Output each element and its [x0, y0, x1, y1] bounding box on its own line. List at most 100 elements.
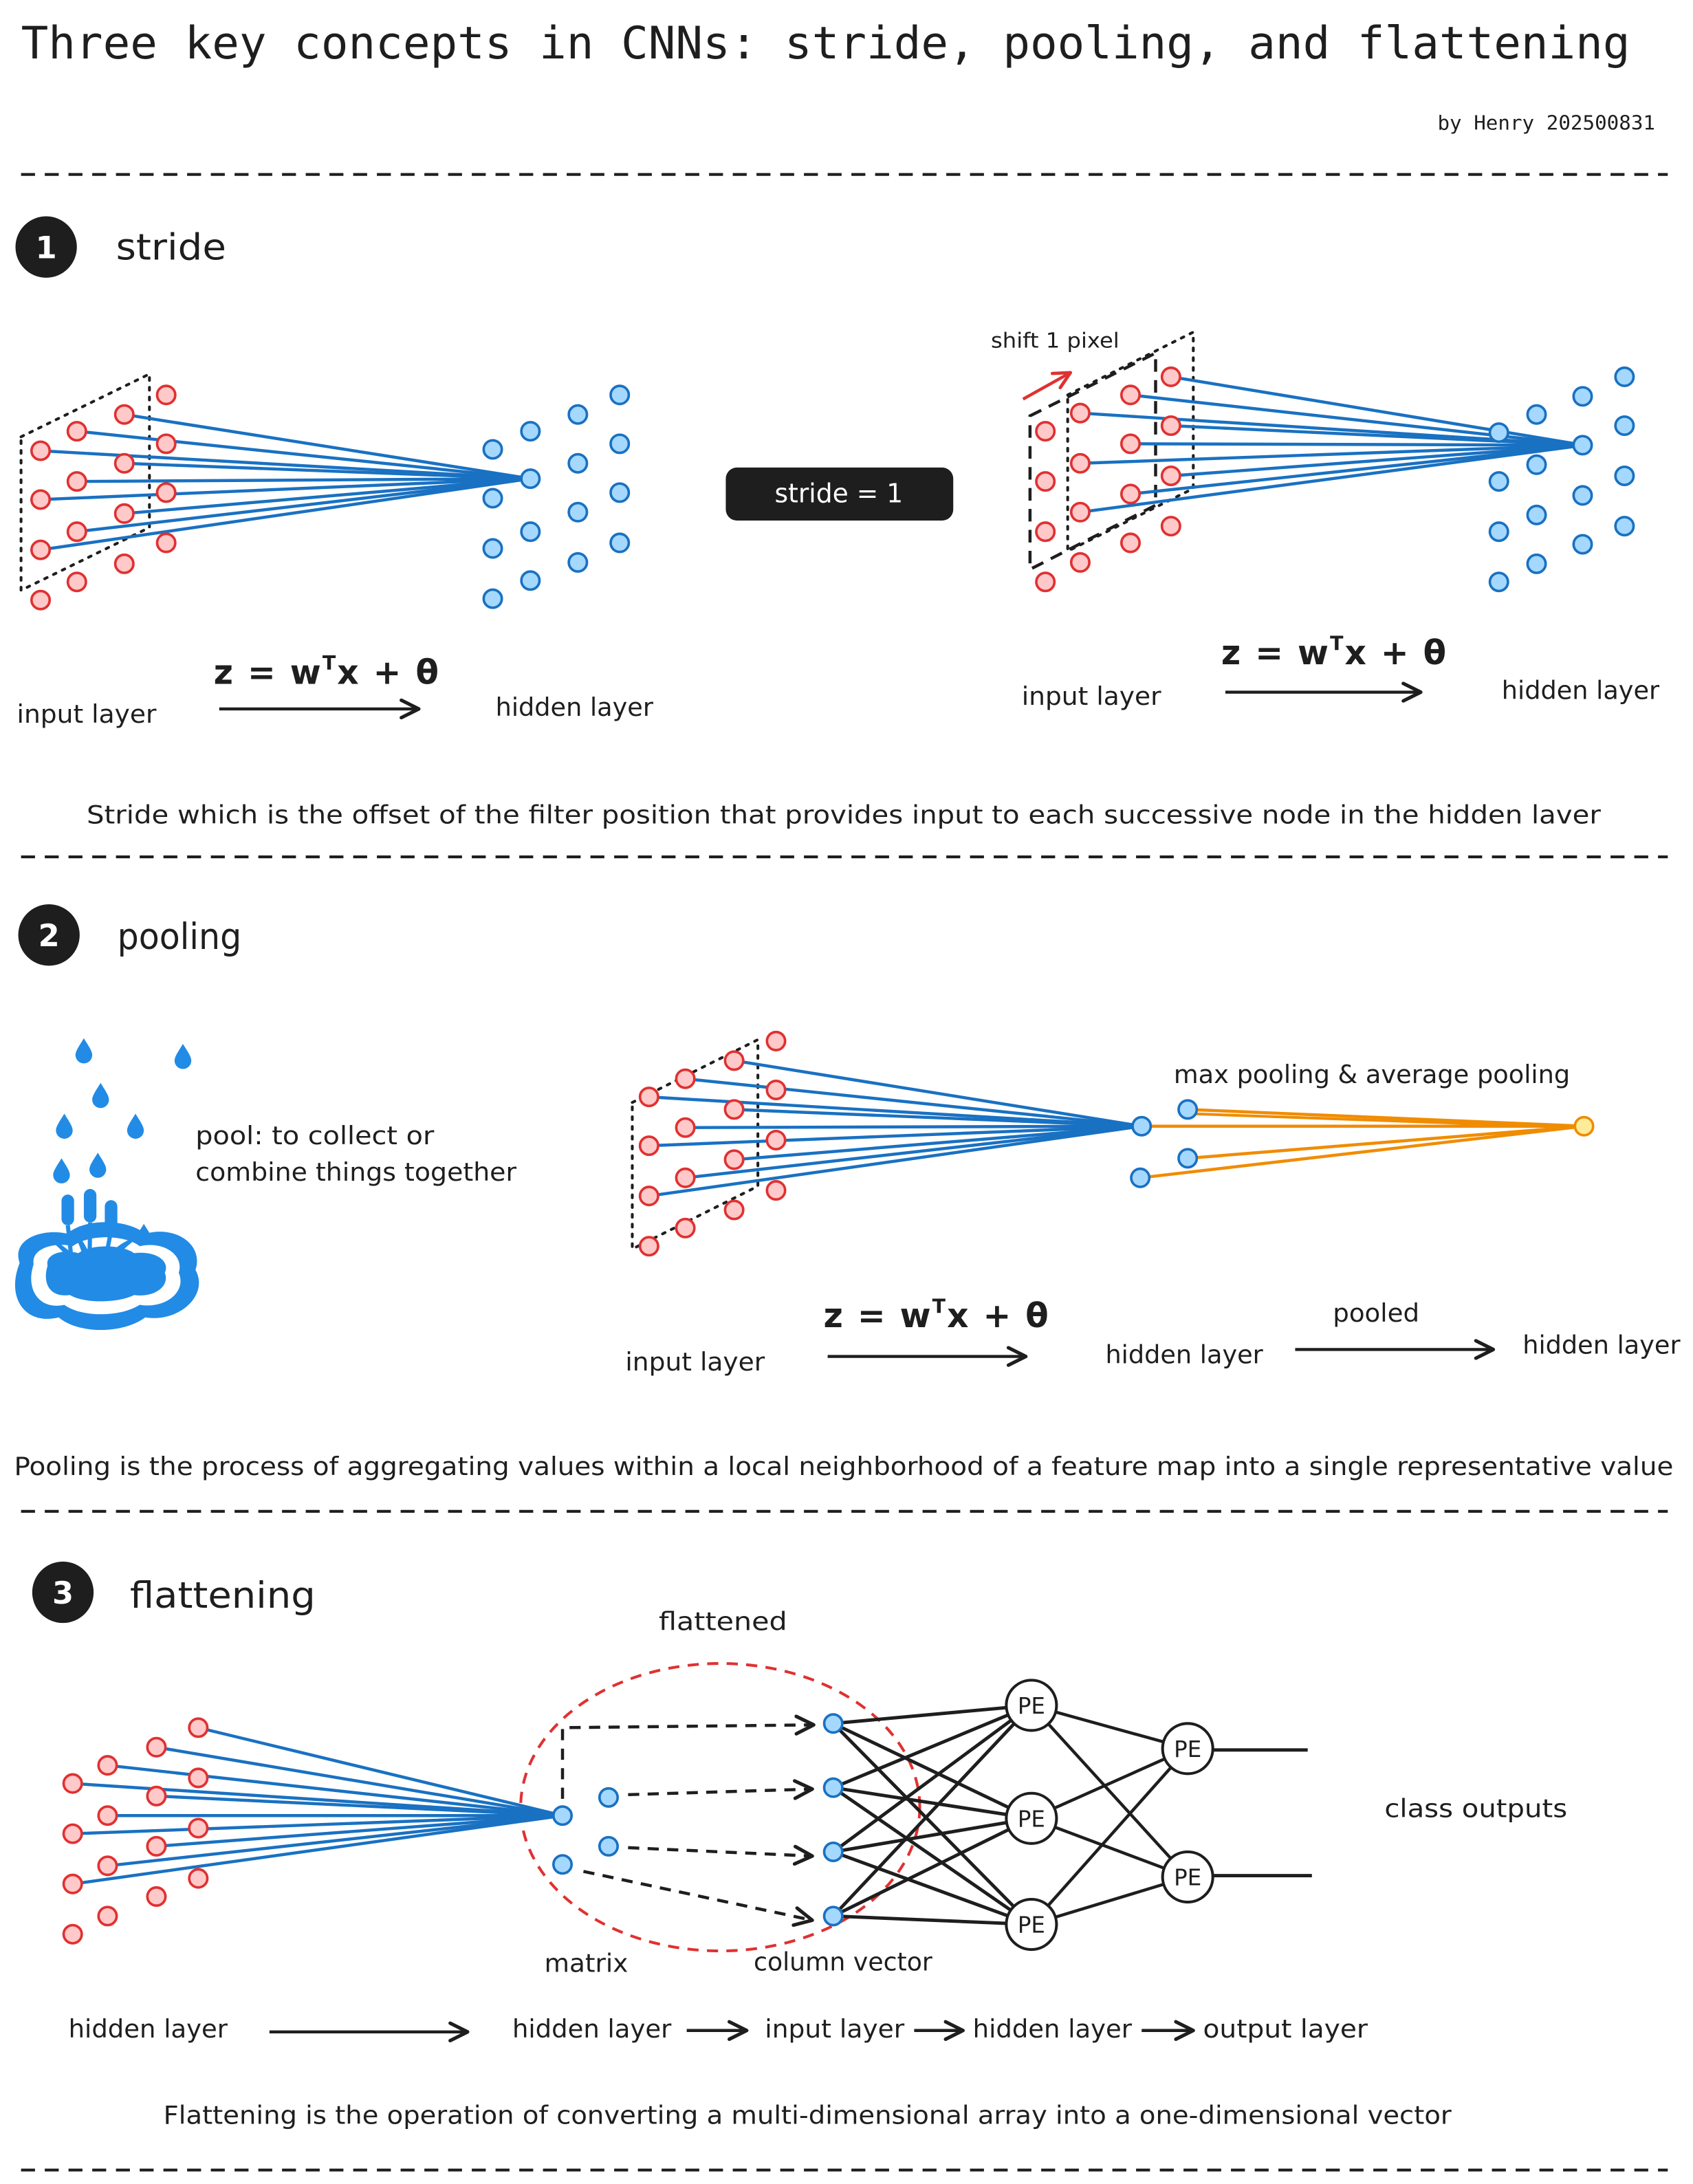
stride-left-nodes	[30, 384, 631, 611]
input-node	[723, 1199, 745, 1221]
dense-connection-line	[833, 1786, 1032, 1820]
equation-rhs: x + θ	[947, 1297, 1050, 1335]
flow-step-label: hidden layer	[69, 2014, 228, 2044]
hidden-node	[520, 421, 541, 442]
filter-connection-line	[732, 1108, 1144, 1128]
hidden-node	[552, 1805, 574, 1826]
section-number: 1	[36, 230, 57, 265]
filter-connection-line	[732, 1059, 1144, 1128]
input-layer-label: input layer	[17, 699, 157, 729]
dense-connection-line	[831, 1704, 1033, 1918]
pool-types-label: max pooling & average pooling	[1174, 1060, 1570, 1089]
input-node	[155, 532, 177, 554]
hidden-node	[1572, 485, 1593, 506]
input-node	[113, 404, 135, 425]
filter-connection-line	[39, 477, 532, 552]
filter-connection-line	[75, 477, 532, 534]
filter-connection-line	[647, 1124, 1144, 1148]
input-node	[638, 1135, 659, 1157]
dense-connection-line	[1030, 1747, 1189, 1820]
filter-window-outline	[19, 371, 151, 593]
shift-label: shift 1 pixel	[991, 329, 1119, 353]
cattail-head	[61, 1194, 74, 1225]
input-layer-label: input layer	[625, 1347, 765, 1377]
equation-superscript: T	[1330, 633, 1344, 655]
dense-connection-line	[1031, 1875, 1188, 1926]
layer-flow: hidden layer hidden layer input layer hi…	[69, 2014, 1368, 2044]
dense-connection-line	[831, 1722, 1033, 1926]
input-node	[1069, 452, 1091, 474]
input-node	[723, 1050, 745, 1071]
input-node	[675, 1117, 696, 1138]
hidden-node	[520, 468, 541, 490]
input-node	[188, 1767, 209, 1789]
equation-superscript: T	[323, 652, 337, 675]
input-node	[155, 482, 177, 503]
flattening-connections	[71, 1703, 1189, 1926]
hidden-node	[1526, 504, 1547, 525]
hidden-node	[1614, 366, 1635, 387]
input-node	[1119, 532, 1141, 554]
filter-connection-line	[155, 1814, 565, 1848]
input-node	[113, 503, 135, 524]
input-node	[765, 1079, 787, 1100]
pooling-connection-line	[1188, 1112, 1584, 1129]
hidden-node	[520, 521, 541, 543]
cattail-leaf	[44, 1235, 83, 1272]
input-node	[66, 571, 87, 593]
filter-window-outline	[631, 1037, 760, 1252]
cattail-head	[105, 1200, 118, 1231]
section-pooling: 2 pooling pool: to collect or combine th…	[14, 904, 1681, 1481]
previous-window-outline	[1028, 350, 1157, 572]
processing-element-node	[1005, 1679, 1058, 1732]
hidden-layer-label: hidden layer	[1105, 1340, 1263, 1370]
hidden-node	[482, 439, 503, 460]
pool-definition-line: pool: to collect or	[195, 1121, 435, 1150]
section-number: 2	[39, 918, 60, 954]
filter-connection-line	[684, 1124, 1144, 1180]
hidden-node	[1130, 1167, 1151, 1188]
dense-connection-line	[833, 1703, 1032, 1725]
input-node	[62, 1923, 83, 1945]
pond-with-cattails-icon	[14, 1038, 199, 1331]
dense-connection-line	[1031, 1817, 1188, 1879]
section-stride: 1 stride stride = 1 shift 1 pixel input …	[15, 216, 1660, 829]
input-node	[1069, 501, 1091, 523]
hidden-node	[609, 482, 631, 503]
input-node	[723, 1099, 745, 1120]
pooled-label: pooled	[1333, 1298, 1419, 1328]
stride-badge	[725, 467, 954, 521]
filter-connection-line	[75, 429, 532, 481]
column-vector-node	[822, 1713, 844, 1734]
stride-badge-label: stride = 1	[774, 479, 903, 510]
hidden-node	[1488, 422, 1509, 444]
filter-connection-line	[1078, 444, 1586, 465]
flatten-dashed-arrow	[560, 1714, 816, 1799]
input-node	[1160, 466, 1181, 487]
flow-step-label: hidden layer	[973, 2014, 1133, 2044]
equation-lhs: z = w	[214, 653, 323, 692]
input-node	[30, 539, 52, 560]
input-node	[62, 1873, 83, 1894]
hidden-layer-label: hidden layer	[496, 692, 654, 722]
input-node	[146, 1736, 167, 1758]
input-node	[66, 421, 87, 442]
input-node	[113, 452, 135, 474]
water-drop-icon	[92, 1082, 109, 1109]
pe-label: PE	[1018, 1806, 1045, 1832]
section-number: 3	[52, 1575, 74, 1611]
input-node	[1160, 415, 1181, 436]
flattening-caption: Flattening is the operation of convertin…	[164, 2101, 1452, 2130]
input-node	[146, 1835, 167, 1857]
cattail-head	[83, 1189, 97, 1223]
filter-connection-line	[684, 1124, 1144, 1129]
pooled-node	[1573, 1115, 1595, 1137]
filter-connection-line	[197, 1726, 565, 1817]
stride-right-connections	[1078, 375, 1586, 514]
equation: z = wTx + θ	[214, 652, 440, 692]
hidden-node	[567, 501, 589, 523]
hidden-node	[1614, 415, 1635, 436]
hidden-node	[1526, 404, 1547, 425]
flow-step-label: output layer	[1203, 2014, 1369, 2044]
section-heading: stride	[116, 226, 226, 268]
